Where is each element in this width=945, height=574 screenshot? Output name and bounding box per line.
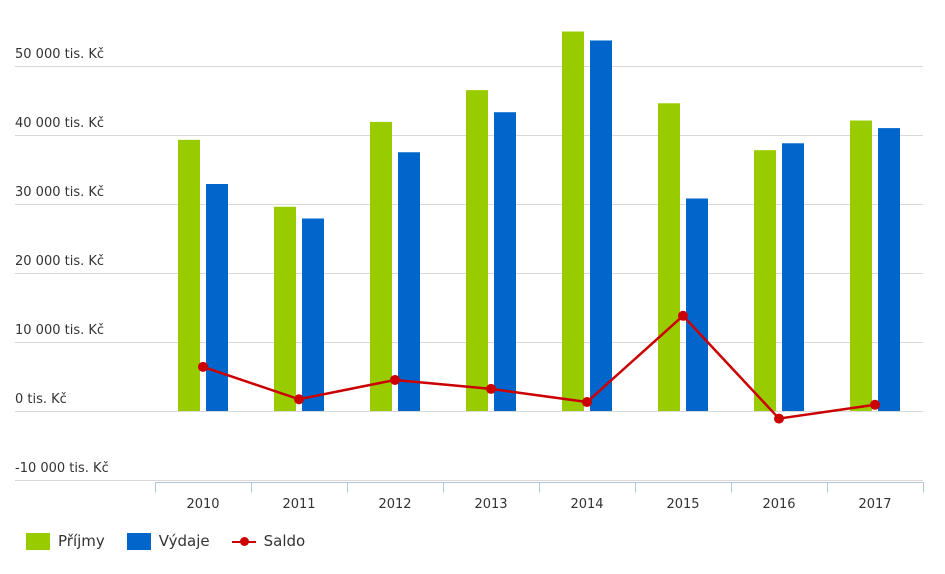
x-tick-label: 2011 xyxy=(282,497,315,512)
legend-label-vydaje: Výdaje xyxy=(158,532,210,550)
x-tick-label: 2015 xyxy=(666,497,699,512)
y-tick-label: 20 000 tis. Kč xyxy=(15,254,104,269)
y-tick-label: 30 000 tis. Kč xyxy=(15,185,104,200)
chart: -10 000 tis. Kč 0 tis. Kč 10 000 tis. Kč 20… xyxy=(15,31,924,512)
bar-prijmy xyxy=(658,103,680,411)
legend-swatch-saldo xyxy=(231,533,256,550)
saldo-point xyxy=(678,310,688,321)
bar-prijmy xyxy=(850,120,872,411)
legend-swatch-vydaje xyxy=(126,532,151,550)
bar-prijmy xyxy=(754,150,776,411)
legend-label-saldo: Saldo xyxy=(263,532,306,550)
bar-vydaje xyxy=(782,143,804,411)
saldo-line xyxy=(202,314,876,420)
y-tick-label: 0 tis. Kč xyxy=(15,392,67,407)
bar-vydaje xyxy=(878,128,900,411)
x-tick-label: 2016 xyxy=(762,497,795,512)
legend: Příjmy Výdaje Saldo xyxy=(26,532,327,550)
bar-vydaje xyxy=(398,152,420,411)
bar-vydaje xyxy=(206,183,228,411)
bar-vydaje xyxy=(686,198,708,411)
x-tick-label: 2010 xyxy=(186,497,219,512)
saldo-point xyxy=(582,397,592,408)
bars xyxy=(178,31,900,412)
x-axis: 2010 2011 2012 2013 2014 2015 2016 2017 xyxy=(155,482,924,512)
x-tick-label: 2012 xyxy=(378,497,411,512)
bar-prijmy xyxy=(274,206,296,411)
bar-vydaje xyxy=(590,40,612,411)
saldo-series xyxy=(198,310,880,424)
y-tick-label: 10 000 tis. Kč xyxy=(15,323,104,338)
legend-swatch-prijmy xyxy=(26,532,50,550)
legend-item-prijmy[interactable]: Příjmy xyxy=(26,532,105,550)
x-tick-label: 2017 xyxy=(858,497,891,512)
saldo-point xyxy=(198,361,208,372)
saldo-point xyxy=(870,399,880,410)
bar-vydaje xyxy=(494,112,516,411)
bar-prijmy xyxy=(562,31,584,411)
legend-item-saldo[interactable]: Saldo xyxy=(231,532,306,550)
saldo-point xyxy=(294,394,304,405)
y-tick-label: 40 000 tis. Kč xyxy=(15,116,104,131)
y-tick-label: 50 000 tis. Kč xyxy=(15,47,104,62)
bar-prijmy xyxy=(178,139,200,411)
bar-prijmy xyxy=(466,90,488,412)
y-tick-label: -10 000 tis. Kč xyxy=(15,461,109,476)
x-tick-label: 2014 xyxy=(570,497,603,512)
legend-item-vydaje[interactable]: Výdaje xyxy=(126,532,210,550)
saldo-point xyxy=(486,383,496,394)
y-axis-labels: -10 000 tis. Kč 0 tis. Kč 10 000 tis. Kč 20… xyxy=(15,47,109,476)
bar-prijmy xyxy=(370,121,392,411)
saldo-point xyxy=(774,413,784,424)
bar-vydaje xyxy=(302,218,324,411)
saldo-point xyxy=(390,374,400,385)
x-tick-label: 2013 xyxy=(474,497,507,512)
legend-label-prijmy: Příjmy xyxy=(58,532,105,550)
